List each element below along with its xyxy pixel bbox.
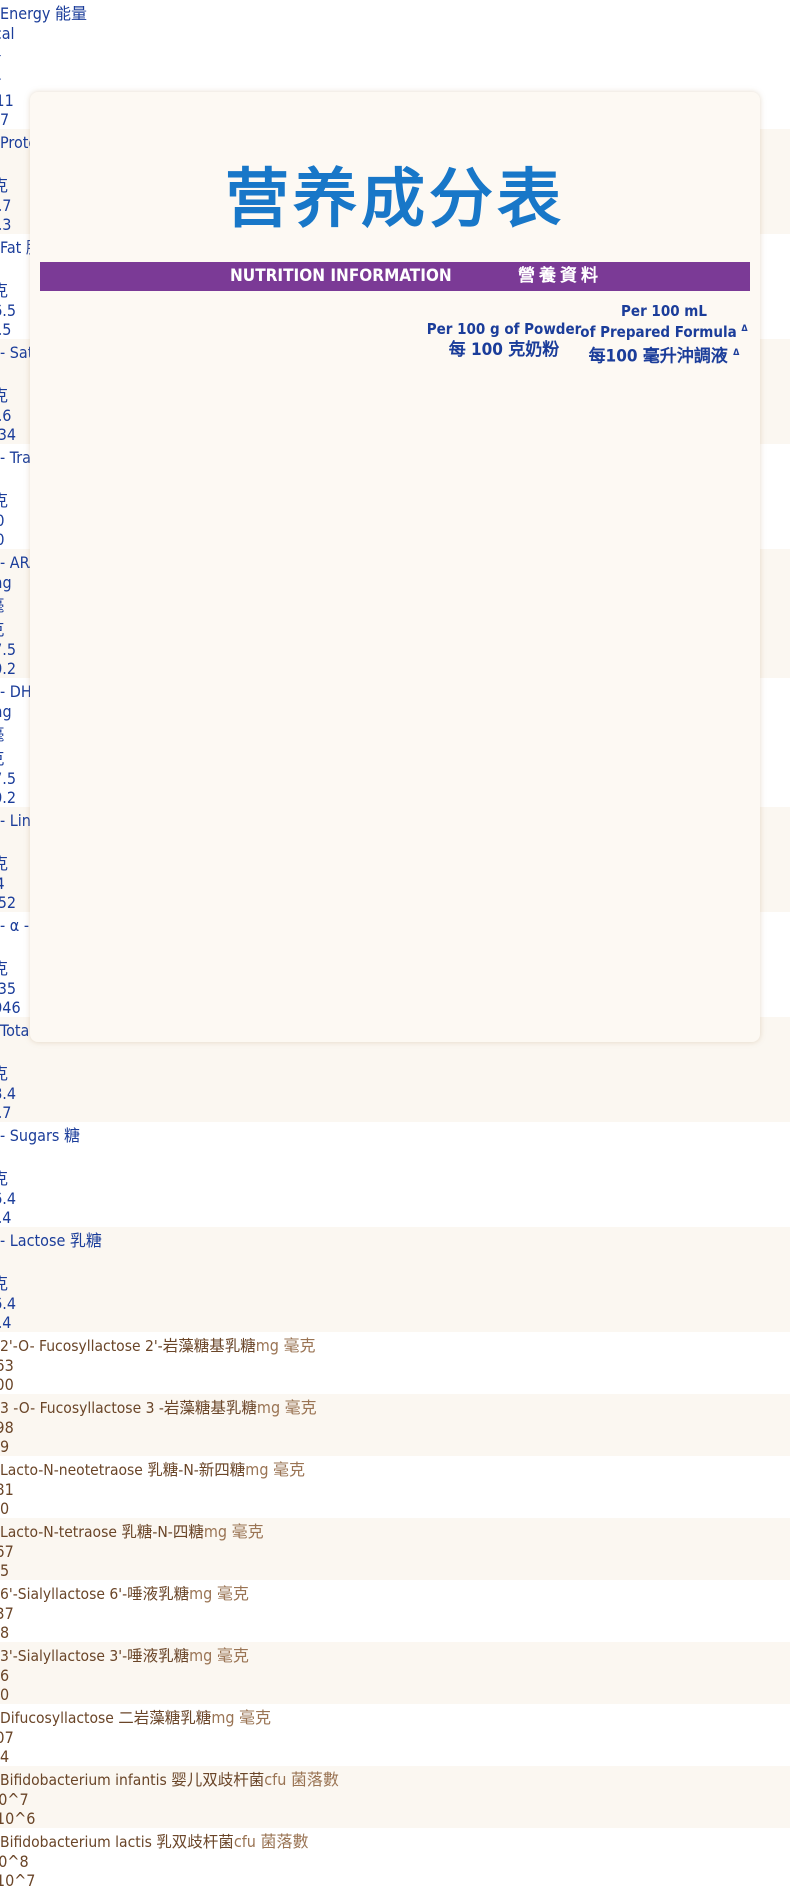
unit: mg 毫克 — [245, 1460, 306, 1479]
nutrient-name: Lacto-N-neotetraose 乳糖-N-新四糖 — [0, 1461, 246, 1479]
formula-header: Per 100 mL of Prepared Formula Δ 每100 毫升… — [574, 302, 754, 366]
table-row: 2'-O- Fucosyllactose 2'-岩藻糖基乳糖mg 毫克76310… — [0, 1332, 790, 1394]
unit: mg 毫克 — [189, 1584, 249, 1603]
unit: mg 毫克 — [203, 1522, 264, 1541]
header-line: Per 100 g of Powder — [426, 320, 582, 338]
nutrient-name: Bifidobacterium lactis 乳双歧杆菌 — [0, 1833, 234, 1851]
nutrient-name: 2'-O- Fucosyllactose 2'-岩藻糖基乳糖 — [0, 1337, 256, 1355]
header-line: 每100 毫升沖調液 Δ — [574, 344, 754, 366]
card — [30, 92, 760, 1042]
nutrient-name: Lacto-N-tetraose 乳糖-N-四糖 — [0, 1523, 204, 1541]
title: 营养成分表 — [225, 163, 565, 237]
banner: NUTRITION INFORMATION 營養資料 — [40, 262, 750, 291]
table-row: 6'-Sialyllactose 6'-唾液乳糖mg 毫克13718 — [0, 1580, 790, 1642]
note-mark: Δ — [741, 324, 748, 334]
header-text: of Prepared Formula — [580, 323, 737, 341]
nutrient-name: Energy 能量 — [0, 4, 87, 23]
powder-header: Per 100 g of Powder 每 100 克奶粉 — [414, 320, 594, 359]
note-mark: Δ — [733, 348, 740, 358]
table-row: Difucosyllactose 二岩藻糖乳糖mg 毫克10714 — [0, 1704, 790, 1766]
unit: mg 毫克 — [255, 1336, 316, 1355]
nutrient-name: Difucosyllactose 二岩藻糖乳糖 — [0, 1709, 212, 1727]
unit: mg 毫克 — [256, 1398, 317, 1417]
header-line: Per 100 mL — [621, 302, 707, 320]
table-row: Lacto-N-tetraose 乳糖-N-四糖mg 毫克26735 — [0, 1518, 790, 1580]
nutrient-name: - Sugars 糖 — [0, 1126, 80, 1145]
nutrient-name: Bifidobacterium infantis 婴儿双歧杆菌 — [0, 1771, 265, 1789]
unit: cfu 菌落數 — [264, 1770, 339, 1789]
nutrient-name: - Lactose 乳糖 — [0, 1231, 102, 1250]
table-row: Bifidobacterium lactis 乳双歧杆菌cfu 菌落數1x10^… — [0, 1828, 790, 1890]
header-line: of Prepared Formula Δ — [574, 320, 754, 341]
unit: mg 毫克 — [189, 1646, 249, 1665]
table-row: Bifidobacterium infantis 婴儿双歧杆菌cfu 菌落數5x… — [0, 1766, 790, 1828]
banner-en: NUTRITION INFORMATION — [230, 266, 452, 286]
banner-zh: 營養資料 — [518, 266, 602, 286]
header-text: 每100 毫升沖調液 — [588, 346, 728, 367]
header-line: 每 100 克奶粉 — [448, 340, 560, 360]
nutrient-name: 3 -O- Fucosyllactose 3 -岩藻糖基乳糖 — [0, 1399, 257, 1417]
table-row: - Sugars 糖g 克56.47.4 — [0, 1122, 790, 1227]
table-row: 3'-Sialyllactose 3'-唾液乳糖mg 毫克7610 — [0, 1642, 790, 1704]
table-row: Lacto-N-neotetraose 乳糖-N-新四糖mg 毫克38150 — [0, 1456, 790, 1518]
nutrient-name: 3'-Sialyllactose 3'-唾液乳糖 — [0, 1647, 190, 1665]
table-row: 3 -O- Fucosyllactose 3 -岩藻糖基乳糖mg 毫克29839 — [0, 1394, 790, 1456]
nutrient-name: 6'-Sialyllactose 6'-唾液乳糖 — [0, 1585, 190, 1603]
table-row: - Lactose 乳糖g 克56.47.4 — [0, 1227, 790, 1332]
unit: cfu 菌落數 — [233, 1832, 309, 1851]
unit: mg 毫克 — [211, 1708, 272, 1727]
